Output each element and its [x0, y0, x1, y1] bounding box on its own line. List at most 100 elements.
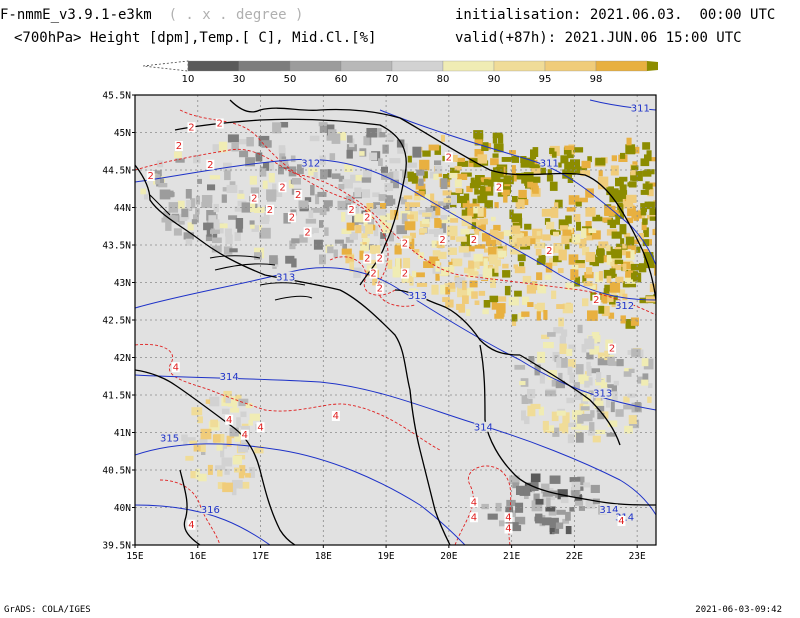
temp-label-bg [504, 523, 513, 534]
cloud-cell [589, 345, 600, 355]
cloud-cell [592, 435, 601, 443]
cloud-cell [482, 268, 493, 279]
cloud-cell [606, 246, 613, 257]
cloud-cell [224, 170, 231, 181]
cloud-cell [222, 444, 227, 449]
cloud-cell [524, 494, 529, 499]
height-label-bg [408, 290, 427, 301]
cloud-cell [553, 231, 559, 237]
cloud-cell [623, 371, 632, 377]
cloud-cell [359, 250, 364, 260]
cloud-cell [217, 482, 226, 489]
cloud-cell [291, 238, 300, 244]
island-4 [274, 295, 313, 301]
cloud-cell [440, 134, 445, 142]
italy-southern-coast [179, 469, 201, 545]
cloud-cell [596, 249, 605, 256]
height-contour-315 [135, 443, 466, 545]
cloud-cell [511, 165, 516, 175]
height-label: 313 [593, 389, 612, 400]
border-west [229, 99, 401, 119]
cloud-cell [620, 315, 626, 324]
cloud-cell [571, 265, 579, 270]
cloud-cell [549, 517, 559, 528]
cloud-cell [255, 152, 263, 162]
temp-label-bg [265, 204, 274, 215]
cloud-cell [414, 190, 425, 197]
cloud-cell [606, 375, 611, 383]
cloud-cell [601, 306, 610, 317]
footer-timestamp: 2021-06-03-09:42 [695, 605, 782, 615]
cloud-cell [554, 202, 559, 209]
cloud-cell [462, 280, 467, 291]
cloud-cell [485, 186, 491, 192]
cloud-cell [553, 327, 564, 334]
cloud-cell [620, 238, 625, 248]
cloud-cell [442, 190, 452, 196]
colorbar-tick-label: 30 [233, 74, 246, 85]
temp-label: 2 [546, 246, 552, 257]
cloud-cell [207, 184, 216, 191]
cloud-cell [318, 122, 328, 127]
cloud-cell [363, 136, 370, 146]
cloud-cell [235, 218, 244, 229]
cloud-cell [185, 455, 194, 461]
cloud-cell [420, 194, 431, 201]
cloud-cell [603, 296, 614, 302]
cloud-cell [342, 179, 353, 189]
temp-label: 2 [176, 141, 182, 152]
cloud-cell [216, 442, 223, 451]
cloud-cell [261, 140, 272, 148]
cloud-cell [474, 229, 480, 236]
cloud-cell [238, 398, 249, 407]
cloud-cell [552, 524, 560, 534]
cloud-cell [627, 182, 637, 187]
cloud-cell [541, 334, 550, 339]
cloud-cell [597, 412, 605, 420]
cloud-cell [606, 254, 613, 265]
cloud-cell [643, 227, 649, 238]
cloud-cell [496, 303, 506, 314]
cloud-cell [397, 143, 408, 154]
cloud-cell [518, 189, 527, 198]
cloud-cell [598, 253, 604, 264]
height-label-bg [276, 271, 295, 282]
lat-label: 44N [114, 203, 131, 214]
temp-label: 4 [226, 415, 232, 426]
temp-label: 2 [402, 269, 408, 280]
cloud-cell [479, 185, 485, 196]
cloud-cell [205, 234, 213, 242]
height-contour-316 [135, 504, 271, 545]
cloud-cell [619, 211, 624, 219]
height-label-bg [474, 421, 493, 432]
cloud-cell [611, 231, 622, 239]
cloud-cell [195, 208, 200, 215]
cloud-cell [631, 210, 642, 219]
cloud-cell [463, 251, 471, 258]
cloud-cell [448, 218, 459, 223]
cloud-cell [491, 239, 502, 246]
cloud-cell [612, 391, 618, 402]
cloud-cell [604, 205, 615, 217]
cloud-cell [494, 202, 499, 209]
cloud-cell [346, 222, 355, 231]
cloud-cell [556, 304, 565, 309]
temp-label-bg [206, 159, 215, 170]
cloud-cell [235, 394, 242, 402]
cloud-cell [416, 169, 425, 176]
map-axes: 15E 16E 17E 18E 19E 20E 21E 22E 23E 45.5N 45N 44.5N… [102, 91, 646, 561]
cloud-cell [607, 420, 618, 427]
temp-label-bg [469, 497, 478, 508]
cloud-cell [498, 250, 507, 258]
cloud-cell [551, 411, 559, 422]
cloud-cell [624, 264, 632, 269]
cloud-cell [369, 245, 381, 255]
temp-label-bg [592, 294, 601, 305]
cloud-cell [494, 262, 499, 273]
cloud-cell [615, 409, 624, 417]
cloud-cell [488, 254, 498, 265]
cloud-cell [538, 255, 546, 262]
cloud-cell [223, 390, 232, 402]
cloud-cell [440, 215, 448, 220]
cloud-cell [206, 229, 212, 237]
